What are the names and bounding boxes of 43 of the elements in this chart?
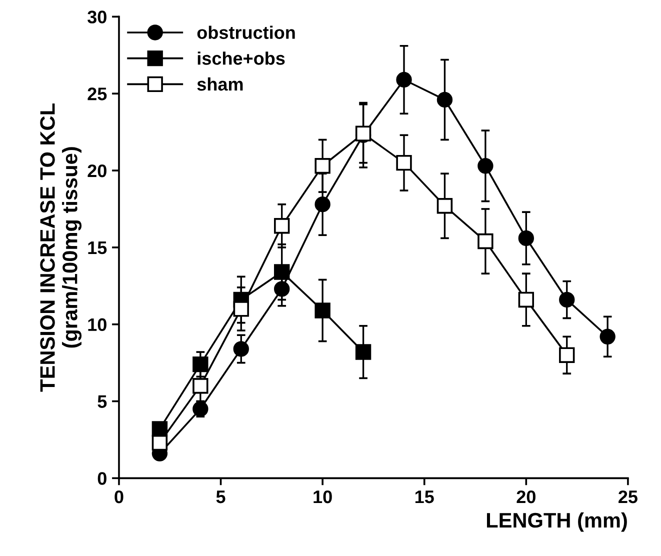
- y-tick-label: 20: [88, 164, 106, 178]
- y-tick-label: 25: [88, 88, 107, 100]
- x-tick-label: 25: [618, 490, 638, 504]
- legend-label: ische+obs: [198, 52, 285, 65]
- point: [436, 92, 453, 108]
- x-tick-label: 20: [516, 490, 536, 504]
- point: [314, 302, 330, 318]
- point: [152, 434, 168, 451]
- point: [192, 356, 208, 372]
- point: [192, 378, 208, 394]
- point: [314, 158, 330, 174]
- point: [274, 264, 290, 280]
- point: [314, 196, 330, 212]
- point: [396, 72, 412, 88]
- legend-label: sham: [197, 77, 243, 91]
- point: [274, 281, 290, 297]
- point: [274, 218, 290, 234]
- y-tick-label: 0: [98, 472, 106, 485]
- y-axis-title: TENSION INCREASE TO KCL (gram/100mg tissue): [40, 104, 82, 392]
- point: [559, 347, 575, 363]
- legend-label: obstruction: [197, 26, 295, 39]
- point: [233, 341, 249, 357]
- point: [355, 344, 372, 360]
- x-tick-label: 5: [216, 490, 226, 504]
- point: [396, 154, 412, 171]
- point: [152, 421, 168, 437]
- point: [518, 292, 534, 308]
- y-tick-label: 15: [88, 242, 107, 254]
- point: [192, 401, 208, 417]
- point: [478, 233, 494, 250]
- x-tick-label: 15: [415, 490, 434, 504]
- x-axis-title: LENGTH (mm): [486, 512, 627, 532]
- point: [436, 198, 453, 214]
- x-tick-label: 0: [114, 490, 124, 504]
- point: [600, 328, 616, 344]
- y-tick-label: 30: [88, 10, 106, 24]
- y-tick-label: 5: [98, 395, 107, 408]
- y-tick-label: 10: [88, 318, 106, 332]
- point: [559, 292, 575, 308]
- point: [518, 230, 534, 246]
- point: [478, 158, 494, 174]
- x-tick-label: 10: [314, 490, 332, 504]
- point: [233, 301, 249, 317]
